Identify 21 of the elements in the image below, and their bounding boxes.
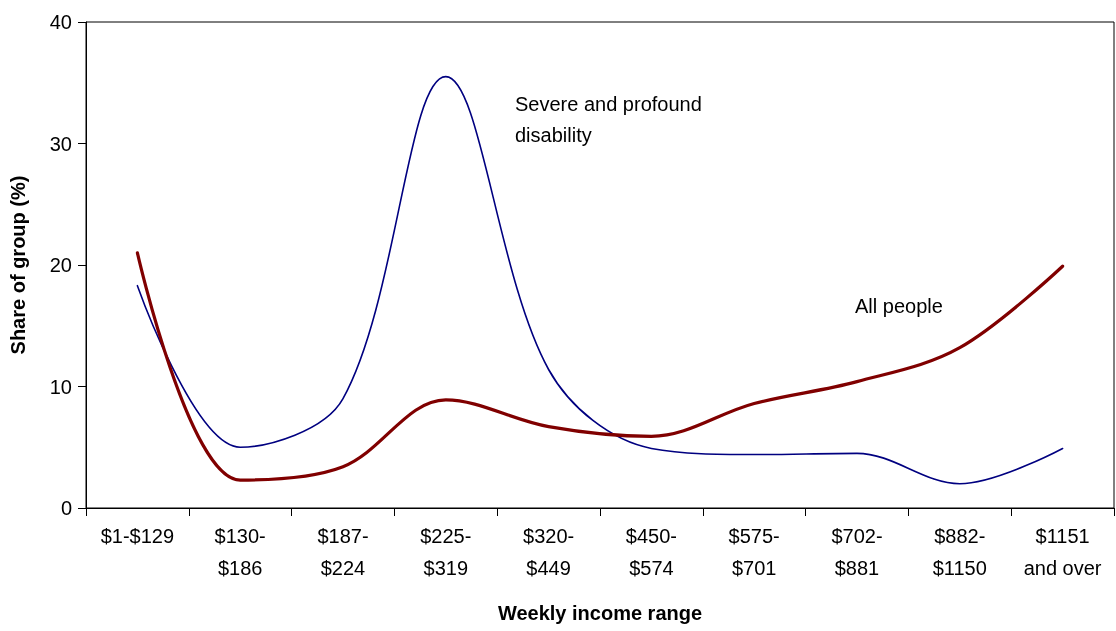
series-label: All people (855, 294, 943, 317)
x-tick-label: $702- $881 (831, 525, 883, 579)
x-tick-label: $1151 and over (1023, 525, 1102, 579)
y-tick-label: 20 (49, 254, 72, 276)
x-tick-label: $320- $449 (523, 525, 575, 579)
x-tick-label: $187- $224 (317, 525, 369, 579)
x-tick-label: $225- $319 (420, 525, 472, 579)
y-axis-title: Share of group (%) (7, 175, 29, 355)
x-axis-title: Weekly income range (497, 602, 703, 624)
line-series (136, 75, 1064, 485)
series-label: Severe and profound disability (515, 92, 708, 146)
x-tick-label: $1-$129 (100, 525, 175, 547)
x-tick-label: $450- $574 (625, 525, 677, 579)
x-tick-label: $575- $701 (728, 525, 780, 579)
y-tick-label: 10 (49, 375, 72, 398)
x-tick-label: $882- $1150 (932, 525, 987, 579)
line-series (135, 251, 1065, 482)
y-tick-label: 40 (49, 11, 72, 33)
y-tick-label: 30 (49, 132, 72, 155)
y-tick-label: 0 (60, 497, 72, 519)
x-tick-label: $130- $186 (214, 525, 266, 579)
